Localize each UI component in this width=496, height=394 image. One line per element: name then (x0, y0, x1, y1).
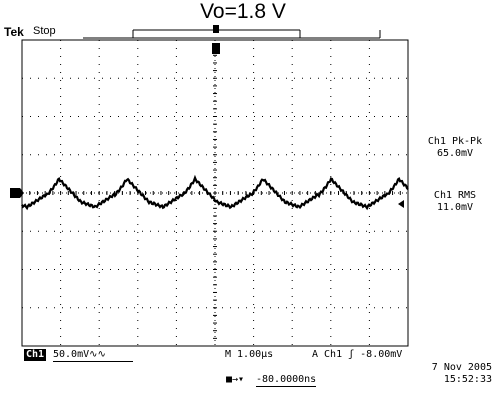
measurement-pkpk-value: 65.0mV (436, 148, 474, 159)
horizontal-delay: -80.0000ns (256, 374, 317, 387)
timebase: M 1.00µs (225, 349, 274, 360)
trigger-marker-icon (212, 43, 220, 54)
volts-per-div: 50.0mV∿∿ (53, 349, 133, 362)
brand-logo: Tek (4, 25, 24, 39)
channel-badge: Ch1 (24, 349, 47, 361)
trigger-setting: A Ch1 ʃ -8.00mV (312, 349, 403, 360)
acquisition-status: Stop (33, 25, 56, 37)
plot-title: Vo=1.8 V (200, 0, 286, 23)
measurement-rms-label: Ch1 RMS (433, 190, 477, 201)
measurement-pkpk-label: Ch1 Pk-Pk (427, 136, 483, 147)
measurement-rms-value: 11.0mV (436, 202, 474, 213)
graticule-grid (21, 39, 409, 347)
delay-icon: ■→▾ (226, 374, 245, 385)
channel-1-marker-icon (10, 188, 24, 198)
time-stamp: 15:52:33 (443, 374, 492, 385)
coupling-icon: ∿∿ (89, 349, 106, 360)
waveform-trace (21, 174, 409, 211)
trigger-level-icon (398, 200, 404, 208)
trigger-position-icon (213, 25, 219, 33)
volts-per-div-value: 50.0mV (53, 349, 90, 360)
date-stamp: 7 Nov 2005 (431, 362, 492, 373)
